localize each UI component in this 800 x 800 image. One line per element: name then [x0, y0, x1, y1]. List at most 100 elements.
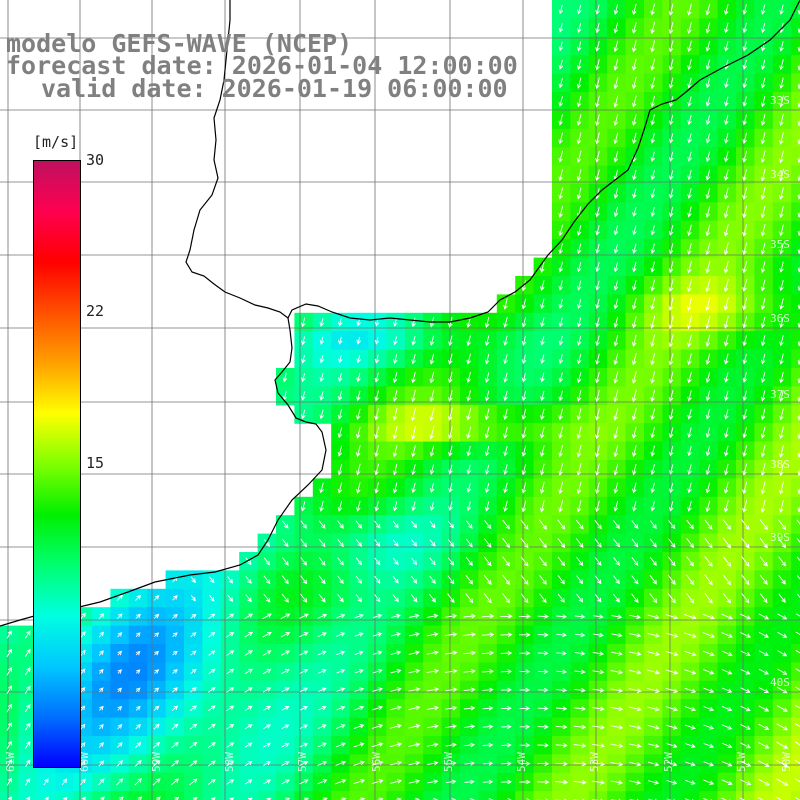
wind-arrow	[153, 613, 160, 619]
wind-arrow	[723, 297, 729, 311]
wind-arrow	[647, 761, 660, 767]
wind-arrow	[758, 705, 770, 712]
wind-arrow	[463, 613, 476, 619]
wind-arrow	[448, 483, 453, 493]
wind-arrow	[685, 779, 696, 785]
wind-arrow	[687, 3, 692, 16]
wind-arrow	[650, 206, 656, 218]
wind-arrow	[392, 576, 399, 584]
wind-arrow	[463, 650, 476, 656]
wind-arrow	[463, 669, 476, 674]
wind-arrow	[613, 280, 619, 291]
wind-arrow	[759, 574, 768, 585]
wind-arrow	[557, 593, 565, 603]
wind-arrow	[389, 742, 403, 748]
field-cell	[791, 588, 800, 608]
field-cell	[791, 276, 800, 295]
wind-arrow	[650, 334, 656, 348]
wind-arrow	[190, 595, 196, 602]
wind-arrow	[757, 778, 770, 786]
wind-arrow	[760, 224, 766, 237]
wind-arrow	[484, 445, 490, 457]
wind-arrow	[595, 481, 600, 495]
wind-arrow	[724, 445, 729, 457]
wind-arrow	[484, 501, 490, 512]
wind-arrow	[629, 780, 642, 785]
wind-arrow	[411, 335, 416, 346]
wind-arrow	[613, 520, 620, 530]
wind-arrow	[742, 481, 748, 495]
wind-arrow	[116, 613, 123, 620]
wind-arrow	[374, 426, 380, 440]
wind-arrow	[668, 464, 674, 475]
wind-arrow	[447, 539, 455, 548]
wind-arrow	[374, 445, 380, 458]
wind-arrow	[300, 501, 306, 512]
wind-arrow	[721, 742, 733, 749]
wind-arrow	[500, 687, 512, 693]
wind-arrow	[668, 151, 674, 162]
wind-arrow	[777, 650, 788, 657]
wind-arrow	[337, 482, 343, 494]
wind-arrow	[79, 612, 86, 620]
wind-arrow	[374, 463, 380, 476]
wind-arrow	[466, 390, 471, 402]
wind-arrow	[779, 371, 784, 384]
wind-arrow	[631, 445, 637, 458]
wind-arrow	[391, 613, 401, 619]
wind-arrow	[628, 651, 642, 657]
wind-arrow	[300, 557, 308, 566]
field-cell	[791, 478, 800, 498]
wind-arrow	[389, 723, 403, 729]
wind-arrow	[687, 59, 692, 71]
wind-arrow	[613, 334, 619, 347]
wind-arrow	[558, 187, 564, 200]
wind-arrow	[705, 315, 711, 330]
wind-arrow	[172, 687, 179, 693]
wind-arrow	[244, 631, 254, 638]
wind-arrow	[447, 407, 453, 422]
wind-arrow	[631, 389, 637, 403]
wind-arrow	[280, 650, 291, 656]
wind-arrow	[502, 519, 510, 530]
wind-arrow	[558, 354, 564, 365]
wind-arrow	[574, 669, 586, 675]
wind-arrow	[647, 614, 660, 620]
wind-arrow	[613, 243, 619, 254]
wind-arrow	[211, 797, 216, 800]
wind-arrow	[482, 742, 494, 748]
wind-arrow	[393, 317, 398, 327]
wind-arrow	[721, 724, 733, 730]
wind-arrow	[796, 575, 800, 583]
wind-arrow	[576, 114, 582, 126]
wind-arrow	[702, 613, 715, 620]
wind-arrow	[668, 40, 674, 53]
wind-arrow	[631, 593, 639, 603]
wind-arrow	[392, 501, 398, 512]
wind-arrow	[43, 778, 49, 786]
wind-arrow	[537, 687, 549, 693]
wind-arrow	[705, 40, 711, 52]
wind-arrow	[340, 797, 347, 800]
wind-arrow	[558, 150, 564, 163]
wind-arrow	[723, 187, 729, 200]
wind-arrow	[25, 741, 31, 749]
wind-arrow	[6, 685, 12, 695]
wind-arrow	[779, 77, 784, 89]
wind-arrow	[650, 151, 656, 163]
wind-arrow	[244, 687, 253, 693]
wind-arrow	[501, 742, 512, 748]
wind-arrow	[779, 463, 784, 477]
wind-arrow	[667, 593, 676, 604]
wind-arrow	[724, 78, 729, 89]
wind-arrow	[797, 468, 800, 477]
wind-arrow	[519, 724, 531, 730]
field-cell	[478, 791, 498, 800]
wind-arrow	[797, 395, 800, 403]
wind-arrow	[481, 650, 495, 656]
field-cell	[791, 368, 800, 387]
wind-arrow	[610, 725, 624, 730]
wind-arrow	[629, 633, 642, 638]
field-cell	[18, 791, 38, 800]
wind-arrow	[410, 407, 417, 422]
